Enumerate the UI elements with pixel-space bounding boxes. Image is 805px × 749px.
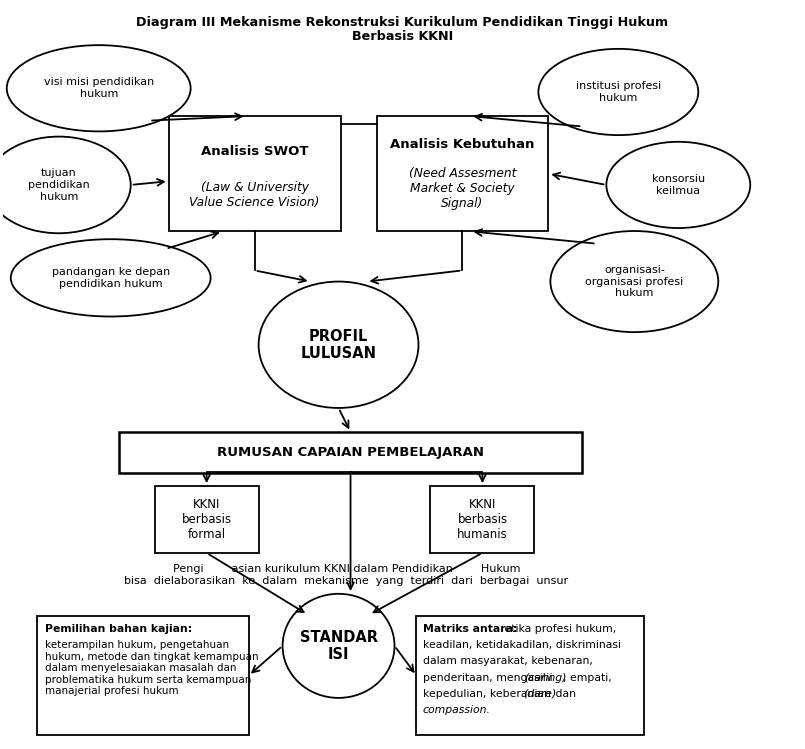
Text: Analisis SWOT: Analisis SWOT xyxy=(201,145,308,158)
Text: pandangan ke depan
pendidikan hukum: pandangan ke depan pendidikan hukum xyxy=(52,267,170,288)
Text: KKNI
berbasis
formal: KKNI berbasis formal xyxy=(182,498,232,541)
Text: penderitaan, mengasihi: penderitaan, mengasihi xyxy=(423,673,556,682)
Text: konsorsiu
keilmua: konsorsiu keilmua xyxy=(652,174,705,195)
Text: Pengi        asian kurikulum KKNI dalam Pendidikan        Hukum: Pengi asian kurikulum KKNI dalam Pendidi… xyxy=(173,564,520,574)
Ellipse shape xyxy=(283,594,394,698)
Text: bisa  dielaborasikan  ke  dalam  mekanisme  yang  terdiri  dari  berbagai  unsur: bisa dielaborasikan ke dalam mekanisme y… xyxy=(125,576,568,586)
Ellipse shape xyxy=(0,136,130,233)
Ellipse shape xyxy=(10,239,211,317)
Text: STANDAR
ISI: STANDAR ISI xyxy=(299,630,378,662)
Text: compassion.: compassion. xyxy=(423,706,491,715)
Bar xyxy=(37,616,249,735)
Text: (caring): (caring) xyxy=(524,673,567,682)
Text: Berbasis KKNI: Berbasis KKNI xyxy=(352,30,453,43)
Bar xyxy=(377,116,548,231)
Text: institusi profesi
hukum: institusi profesi hukum xyxy=(576,81,661,103)
Text: (Law & University
Value Science Vision): (Law & University Value Science Vision) xyxy=(189,181,320,208)
Text: Matriks antara:: Matriks antara: xyxy=(423,624,518,634)
Bar xyxy=(416,616,644,735)
Text: organisasi-
organisasi profesi
hukum: organisasi- organisasi profesi hukum xyxy=(585,265,683,298)
Text: keadilan, ketidakadilan, diskriminasi: keadilan, ketidakadilan, diskriminasi xyxy=(423,640,621,650)
Text: RUMUSAN CAPAIAN PEMBELAJARAN: RUMUSAN CAPAIAN PEMBELAJARAN xyxy=(217,446,484,459)
Text: etika profesi hukum,: etika profesi hukum, xyxy=(502,624,617,634)
Bar xyxy=(155,486,258,553)
Text: , empati,: , empati, xyxy=(563,673,612,682)
Text: dalam masyarakat, kebenaran,: dalam masyarakat, kebenaran, xyxy=(423,656,592,667)
Ellipse shape xyxy=(606,142,750,228)
Ellipse shape xyxy=(6,45,191,131)
Text: keterampilan hukum, pengetahuan
hukum, metode dan tingkat kemampuan
dalam menyel: keterampilan hukum, pengetahuan hukum, m… xyxy=(45,640,258,697)
Bar xyxy=(169,116,341,231)
Text: Pemilihan bahan kajian:: Pemilihan bahan kajian: xyxy=(45,624,192,634)
Text: Diagram III Mekanisme Rekonstruksi Kurikulum Pendidikan Tinggi Hukum: Diagram III Mekanisme Rekonstruksi Kurik… xyxy=(136,16,669,29)
Text: dan: dan xyxy=(552,689,576,699)
Bar xyxy=(431,486,535,553)
Text: visi misi pendidikan
hukum: visi misi pendidikan hukum xyxy=(43,77,154,99)
Text: Analisis Kebutuhan: Analisis Kebutuhan xyxy=(390,138,535,151)
Ellipse shape xyxy=(539,49,698,135)
Text: (Need Assesment
Market & Society
Signal): (Need Assesment Market & Society Signal) xyxy=(409,167,516,210)
Text: PROFIL
LULUSAN: PROFIL LULUSAN xyxy=(300,329,377,361)
Text: kepedulian, keberanian: kepedulian, keberanian xyxy=(423,689,555,699)
Ellipse shape xyxy=(551,231,718,332)
Text: (dare): (dare) xyxy=(523,689,557,699)
Text: KKNI
berbasis
humanis: KKNI berbasis humanis xyxy=(457,498,508,541)
Ellipse shape xyxy=(258,282,419,408)
Bar xyxy=(118,432,582,473)
Text: tujuan
pendidikan
hukum: tujuan pendidikan hukum xyxy=(28,169,89,201)
